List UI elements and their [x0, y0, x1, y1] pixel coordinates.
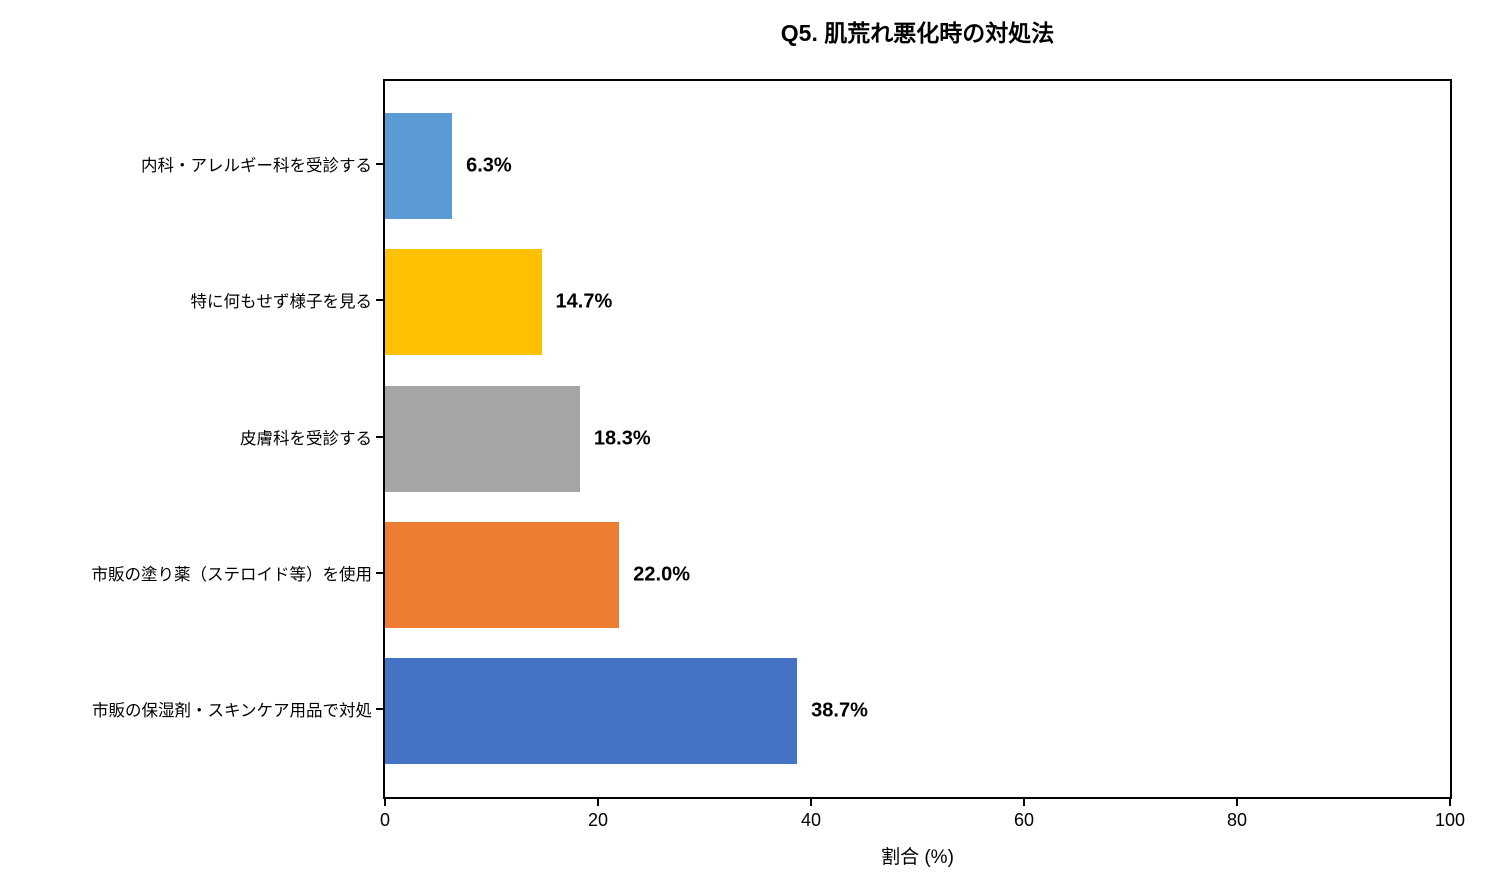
y-tick-label: 市販の保湿剤・スキンケア用品で対処 [91, 702, 372, 720]
x-tick-mark [810, 799, 812, 806]
x-tick-label: 40 [800, 810, 822, 830]
x-tick-mark [1236, 799, 1238, 806]
y-tick-label: 特に何もせず様子を見る [190, 293, 373, 312]
bar-value-label: 6.3% [466, 154, 512, 177]
bars-container: 6.3% 14.7% 18.3% 22.0% 38.7% [385, 81, 1450, 797]
y-tick-label: 市販の塗り薬（ステロイド等）を使用 [91, 565, 373, 584]
bar-value-label: 38.7% [811, 699, 868, 722]
bar [385, 113, 453, 219]
y-tick-mark [376, 571, 383, 574]
bar-value-label: 18.3% [593, 427, 651, 449]
bar [385, 521, 620, 628]
y-tick-mark [376, 435, 383, 438]
x-tick-mark [1449, 799, 1451, 806]
y-tick-mark [376, 163, 383, 165]
x-tick-label: 0 [379, 810, 391, 830]
chart-title: Q5. 肌荒れ悪化時の対処法 [780, 20, 1055, 46]
bar-value-label: 14.7% [555, 290, 613, 313]
y-tick-mark [376, 299, 383, 302]
bar [385, 385, 580, 492]
bar [385, 249, 542, 356]
x-tick-label: 20 [587, 810, 609, 830]
y-tick-label: 内科・アレルギー科を受診する [141, 157, 372, 175]
x-tick-label: 80 [1226, 810, 1248, 830]
bar [385, 658, 798, 764]
x-tick-label: 60 [1013, 810, 1035, 830]
x-tick-mark [597, 799, 599, 806]
plot-area: 6.3% 14.7% 18.3% 22.0% 38.7% [383, 79, 1452, 799]
y-tick-mark [376, 708, 383, 710]
x-tick-mark [1023, 799, 1025, 806]
y-tick-label: 皮膚科を受診する [240, 429, 372, 448]
x-tick-mark [384, 799, 386, 806]
x-tick-label: 100 [1434, 810, 1466, 830]
x-axis-label: 割合 (%) [881, 847, 954, 868]
bar-value-label: 22.0% [633, 563, 691, 586]
